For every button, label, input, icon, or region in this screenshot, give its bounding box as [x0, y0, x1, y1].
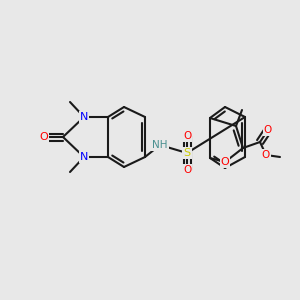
Text: O: O: [264, 125, 272, 135]
Text: O: O: [40, 132, 48, 142]
Text: O: O: [262, 150, 270, 160]
Text: O: O: [220, 157, 230, 167]
Text: N: N: [80, 152, 88, 162]
Text: S: S: [183, 148, 190, 158]
Text: NH: NH: [152, 140, 168, 150]
Text: N: N: [80, 112, 88, 122]
Text: O: O: [183, 131, 191, 141]
Text: O: O: [183, 165, 191, 175]
